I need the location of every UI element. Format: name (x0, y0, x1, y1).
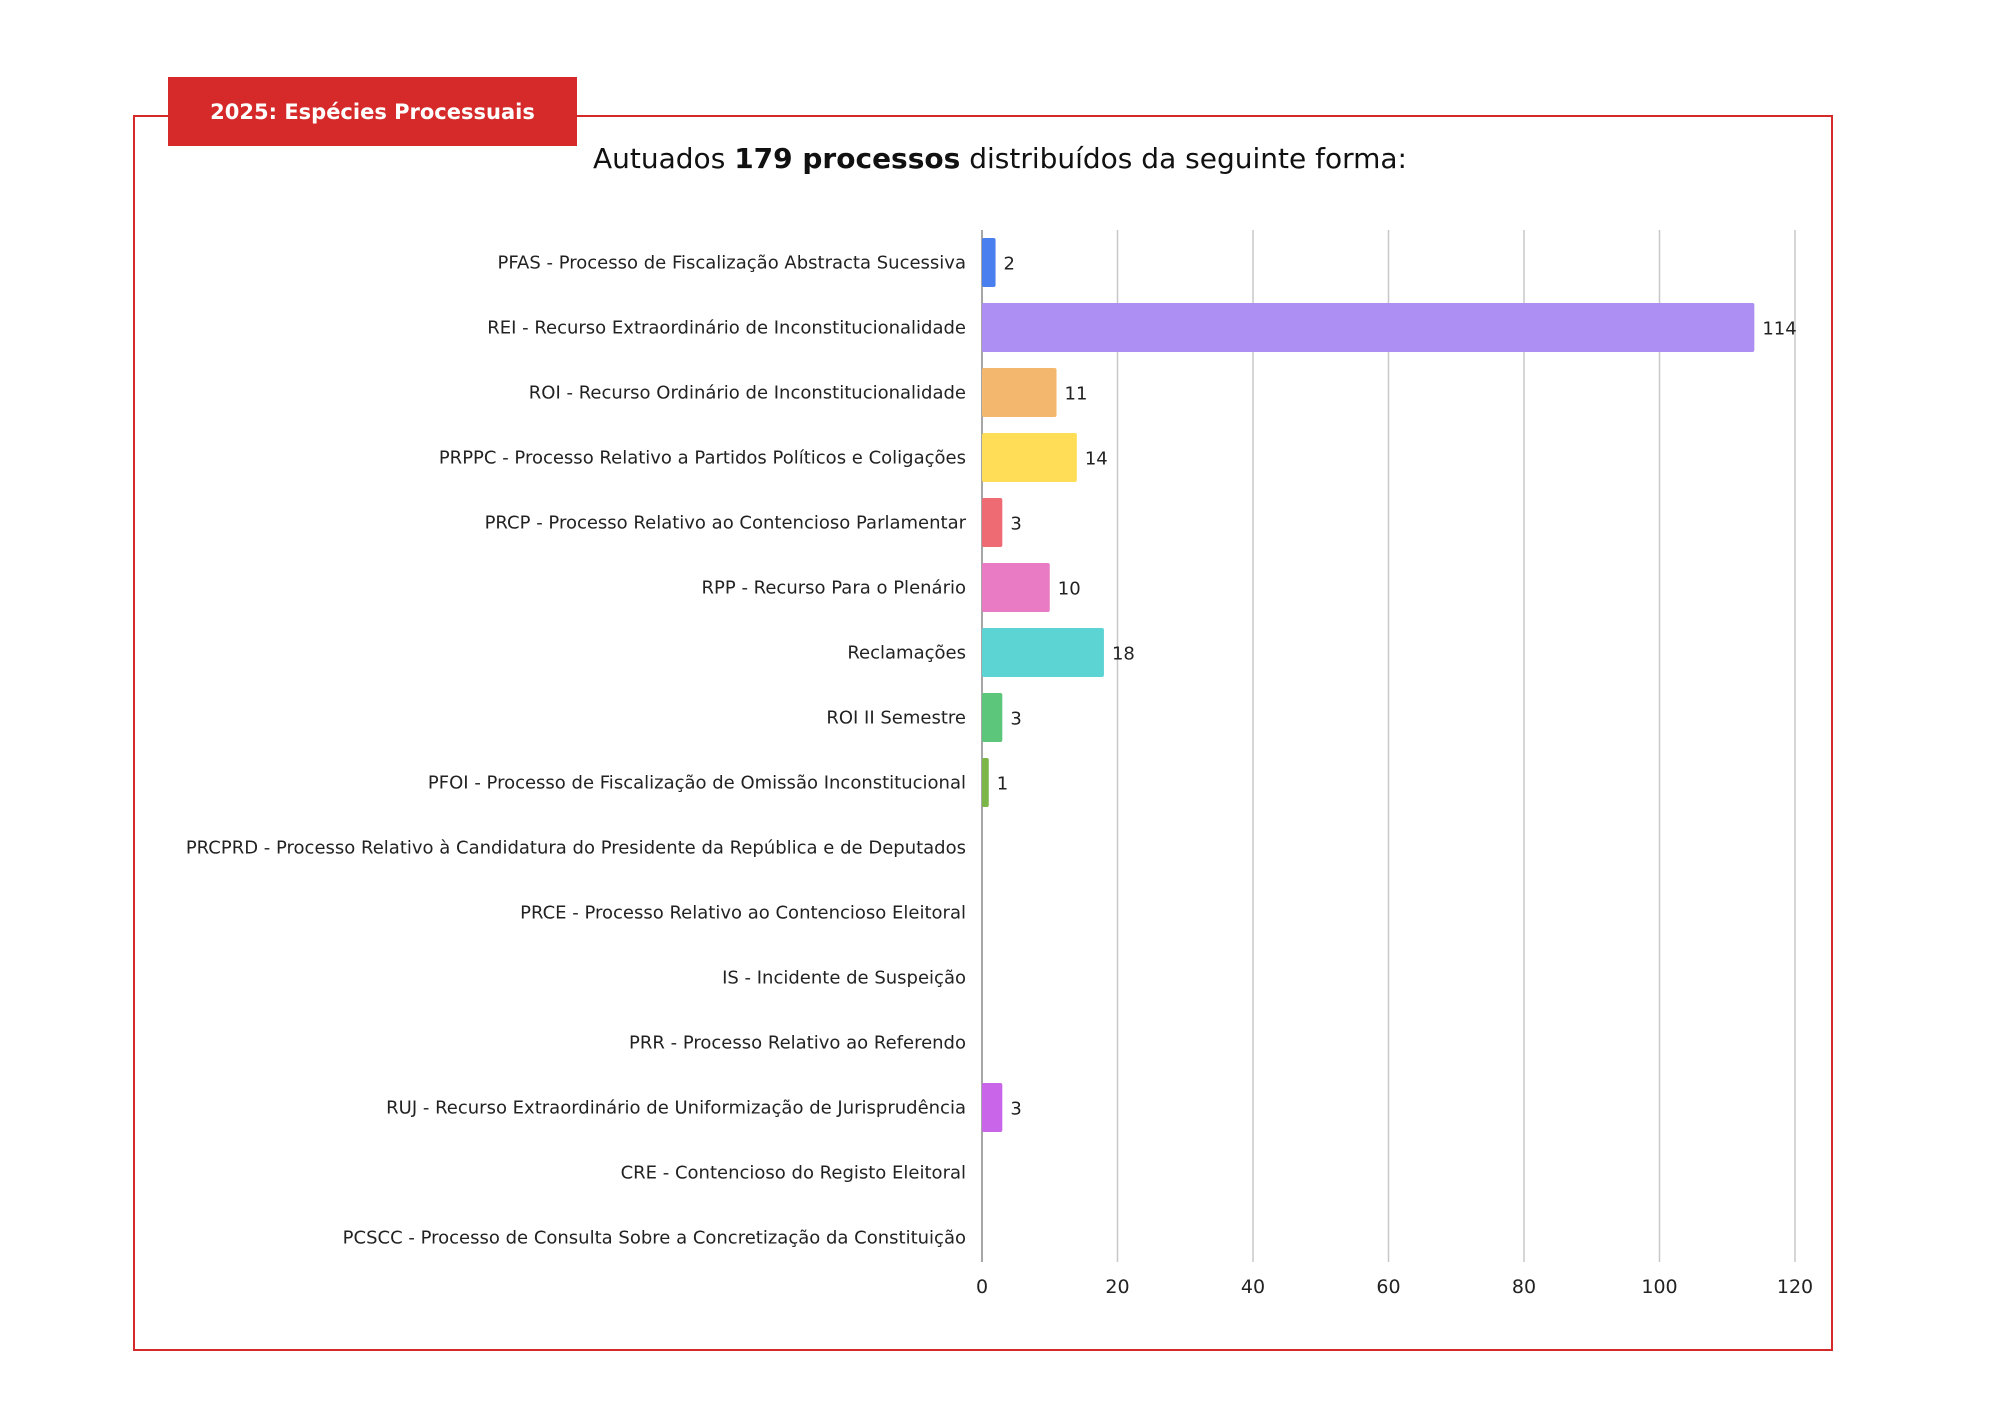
category-label: PRPPC - Processo Relativo a Partidos Pol… (439, 448, 966, 469)
data-label: 2 (1004, 254, 1015, 275)
category-label: PFAS - Processo de Fiscalização Abstract… (497, 253, 966, 274)
title-suffix: distribuídos da seguinte forma: (960, 142, 1407, 175)
title-bold: 179 processos (734, 142, 961, 175)
bar (982, 693, 1003, 742)
category-label: PFOI - Processo de Fiscalização de Omiss… (428, 773, 966, 794)
x-tick-label: 40 (1241, 1276, 1265, 1298)
x-tick-label: 60 (1376, 1276, 1400, 1298)
x-tick-label: 20 (1105, 1276, 1129, 1298)
x-tick-label: 120 (1777, 1276, 1813, 1298)
bar (982, 628, 1104, 677)
category-label: ROI II Semestre (826, 708, 966, 729)
data-label: 14 (1085, 449, 1108, 470)
bar (982, 303, 1755, 352)
category-label: PRCE - Processo Relativo ao Contencioso … (520, 903, 966, 924)
bar (982, 238, 996, 287)
data-label: 10 (1058, 579, 1081, 600)
category-label: PRCP - Processo Relativo ao Contencioso … (485, 513, 967, 534)
category-label: Reclamações (847, 643, 966, 664)
data-label: 18 (1112, 644, 1135, 665)
title-prefix: Autuados (593, 142, 735, 175)
x-tick-label: 80 (1512, 1276, 1536, 1298)
bar (982, 498, 1003, 547)
category-label: IS - Incidente de Suspeição (722, 968, 966, 989)
section-tab: 2025: Espécies Processuais (168, 77, 577, 146)
chart-frame (133, 115, 1833, 1351)
bar (982, 1083, 1003, 1132)
data-label: 3 (1010, 1099, 1021, 1120)
x-tick-label: 100 (1641, 1276, 1677, 1298)
x-tick-label: 0 (976, 1276, 988, 1298)
bar (982, 433, 1077, 482)
bar (982, 368, 1057, 417)
category-label: RPP - Recurso Para o Plenário (702, 578, 967, 599)
data-label: 114 (1762, 319, 1796, 340)
data-label: 3 (1010, 709, 1021, 730)
data-label: 11 (1065, 384, 1088, 405)
category-label: CRE - Contencioso do Registo Eleitoral (621, 1163, 966, 1184)
data-label: 3 (1010, 514, 1021, 535)
category-label: REI - Recurso Extraordinário de Inconsti… (487, 318, 966, 339)
category-label: PCSCC - Processo de Consulta Sobre a Con… (343, 1228, 966, 1249)
bar (982, 758, 989, 807)
category-label: PRR - Processo Relativo ao Referendo (629, 1033, 966, 1054)
category-label: ROI - Recurso Ordinário de Inconstitucio… (529, 383, 966, 404)
bar (982, 563, 1050, 612)
category-label: RUJ - Recurso Extraordinário de Uniformi… (386, 1098, 966, 1119)
category-label: PRCPRD - Processo Relativo à Candidatura… (186, 838, 966, 859)
chart-title: Autuados 179 processos distribuídos da s… (0, 142, 2000, 175)
data-label: 1 (997, 774, 1008, 795)
